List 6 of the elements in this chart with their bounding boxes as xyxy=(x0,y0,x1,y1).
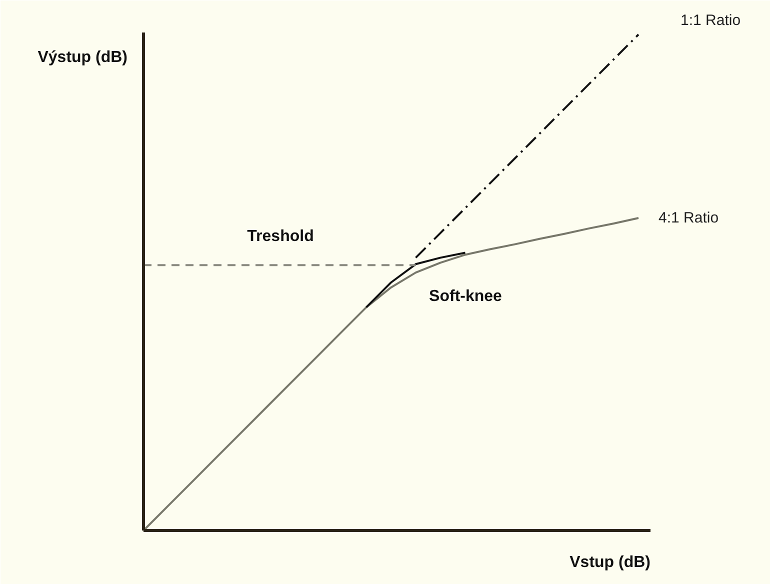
series-label: 4:1 Ratio xyxy=(658,210,719,227)
text: 1:1 Ratio xyxy=(680,12,741,29)
y-axis-title: Výstup (dB) xyxy=(38,49,128,66)
annotation: Treshold xyxy=(247,228,314,245)
annotation: Soft-knee xyxy=(429,288,502,305)
x-axis-title: Vstup (dB) xyxy=(570,554,650,571)
